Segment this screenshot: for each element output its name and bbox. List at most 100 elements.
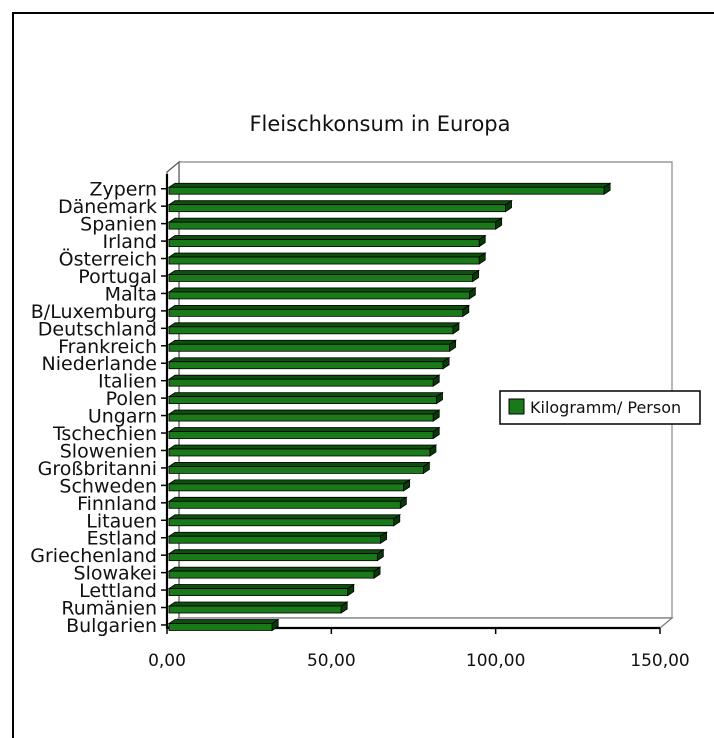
bar-end xyxy=(422,461,430,475)
bar-front xyxy=(168,413,434,422)
category-label: Italien xyxy=(98,371,157,393)
category-label: Tschechien xyxy=(52,423,157,445)
bar-front xyxy=(168,518,395,527)
bar xyxy=(167,304,471,318)
bar-top xyxy=(167,427,441,432)
bar-front xyxy=(168,186,605,195)
bar xyxy=(167,566,382,579)
bar-end xyxy=(432,426,440,440)
category-label: Frankreich xyxy=(58,336,157,358)
bar-top xyxy=(167,182,612,188)
bar-front xyxy=(168,500,401,509)
bar-front xyxy=(168,396,437,405)
bar-end xyxy=(376,548,384,562)
bar-end xyxy=(603,182,611,195)
bar xyxy=(167,461,431,475)
bar-front xyxy=(168,204,506,213)
bar-end xyxy=(505,199,512,213)
bar xyxy=(167,548,385,562)
category-label: Österreich xyxy=(59,248,157,271)
category-label: Portugal xyxy=(78,266,157,288)
bar-top xyxy=(167,531,388,537)
legend-label: Kilogramm/ Person xyxy=(530,398,681,417)
bar xyxy=(167,374,441,387)
bar-end xyxy=(449,339,457,353)
chart-title: Fleischkonsum in Europa xyxy=(249,112,510,136)
bar-end xyxy=(436,391,443,405)
bar-top xyxy=(167,584,356,589)
bar xyxy=(167,287,477,300)
x-tick-label: 150,00 xyxy=(630,651,689,671)
bar-front xyxy=(168,343,451,352)
bar-end xyxy=(478,252,486,265)
bar xyxy=(167,409,441,422)
category-label: Litauen xyxy=(86,510,157,532)
bar xyxy=(167,217,503,230)
bar-end xyxy=(399,496,407,510)
bar-end xyxy=(403,479,411,492)
bar-top xyxy=(167,235,487,240)
bar-end xyxy=(432,409,440,422)
bar-end xyxy=(340,601,348,614)
bar xyxy=(167,444,438,457)
category-label: Spanien xyxy=(80,214,157,236)
bar-front xyxy=(168,448,431,457)
bar-end xyxy=(271,618,279,632)
category-label: Estland xyxy=(87,528,157,550)
bar-end xyxy=(393,514,401,527)
bar-end xyxy=(347,583,355,597)
category-label: Finnland xyxy=(77,493,157,515)
bar-front xyxy=(168,535,382,544)
bar-top xyxy=(167,619,280,624)
bar-front xyxy=(168,466,424,474)
bar xyxy=(167,269,480,283)
bar-top xyxy=(167,270,480,275)
bar-end xyxy=(380,531,388,544)
bar-end xyxy=(462,304,470,318)
bar-front xyxy=(168,605,342,614)
bar xyxy=(167,601,349,614)
x-tick-label: 0,00 xyxy=(148,651,186,671)
bar-front xyxy=(168,361,444,370)
legend: Kilogramm/ Person xyxy=(499,390,701,425)
category-label: Slowenien xyxy=(60,440,157,462)
bar-end xyxy=(495,217,503,230)
category-label: Ungarn xyxy=(88,406,157,428)
category-labels: ZypernDänemarkSpanienIrlandÖsterreichPor… xyxy=(30,179,167,637)
bar xyxy=(167,496,408,510)
bar-front xyxy=(168,623,273,631)
bar xyxy=(167,618,280,632)
bar-top xyxy=(167,601,349,607)
bar xyxy=(167,426,441,440)
category-label: Dänemark xyxy=(58,196,157,218)
bar-top xyxy=(167,304,471,310)
bar-front xyxy=(168,221,497,230)
bar xyxy=(167,391,444,405)
bar-front xyxy=(168,274,474,282)
bar-end xyxy=(429,444,437,457)
category-label: Griechenland xyxy=(30,545,157,567)
category-label: Malta xyxy=(105,283,157,305)
bar-top xyxy=(167,409,441,415)
bar xyxy=(167,199,513,213)
bar-front xyxy=(168,483,405,492)
category-label: B/Luxemburg xyxy=(31,301,157,323)
category-label: Großbritanni xyxy=(38,458,157,480)
bar-end xyxy=(442,356,450,370)
bar-top xyxy=(167,287,477,293)
bar xyxy=(167,583,356,597)
bar xyxy=(167,531,388,544)
bar-top xyxy=(167,374,441,380)
bar-top xyxy=(167,566,382,572)
bar-top xyxy=(167,339,457,345)
bar xyxy=(167,252,487,265)
bar-top xyxy=(167,322,461,328)
bar-front xyxy=(168,239,480,247)
category-label: Slowakei xyxy=(74,563,157,585)
bar-top xyxy=(167,444,438,450)
category-label: Bulgarien xyxy=(66,615,157,637)
bar xyxy=(167,479,411,492)
legend-swatch xyxy=(508,398,525,415)
bar xyxy=(167,182,612,195)
